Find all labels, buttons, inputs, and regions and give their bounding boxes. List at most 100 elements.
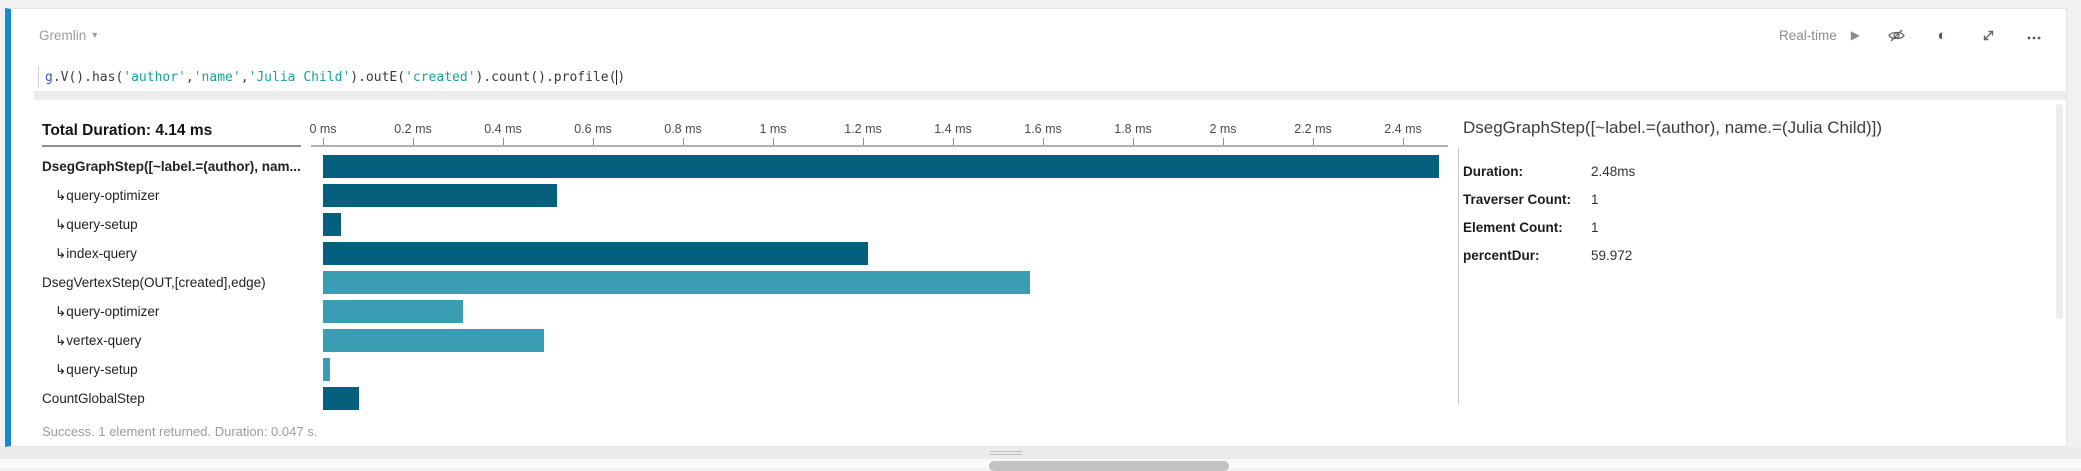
axis-tick-mark bbox=[683, 138, 684, 145]
step-label[interactable]: DsegGraphStep([~label.=(author), nam... bbox=[42, 159, 301, 174]
bar-row bbox=[311, 355, 1448, 384]
step-detail-fields: Duration: 2.48ms Traverser Count: 1 Element … bbox=[1463, 157, 2053, 269]
chevron-down-icon: ▾ bbox=[92, 29, 98, 41]
axis-tick-mark bbox=[323, 138, 324, 145]
axis-tick-label: 0.2 ms bbox=[394, 122, 432, 136]
detail-field-value: 1 bbox=[1591, 191, 1599, 207]
cell-header: Gremlin ▾ Real-time ▶ ◐ bbox=[39, 21, 2044, 49]
total-duration-label: Total Duration: 4.14 ms bbox=[42, 114, 301, 147]
duration-bar[interactable] bbox=[323, 329, 544, 352]
text-caret bbox=[616, 69, 618, 85]
detail-field-row: percentDur: 59.972 bbox=[1463, 241, 2053, 269]
code-token: g bbox=[45, 69, 53, 85]
status-message: Success. 1 element returned. Duration: 0… bbox=[42, 424, 318, 439]
language-dropdown-label: Gremlin bbox=[39, 27, 87, 43]
contrast-icon[interactable]: ◐ bbox=[1937, 26, 1947, 44]
cell-resize-strip[interactable] bbox=[0, 447, 2081, 459]
duration-bar[interactable] bbox=[323, 242, 868, 265]
code-token: .V().has( bbox=[52, 69, 124, 85]
axis-tick-label: 2 ms bbox=[1209, 122, 1237, 136]
play-icon[interactable]: ▶ bbox=[1850, 28, 1860, 42]
axis-tick-mark bbox=[1223, 138, 1224, 145]
detail-field-row: Element Count: 1 bbox=[1463, 213, 2053, 241]
hide-results-icon[interactable] bbox=[1886, 25, 1906, 45]
step-label[interactable]: ↳index-query bbox=[55, 246, 137, 261]
bar-row bbox=[311, 239, 1448, 268]
axis-tick-mark bbox=[1313, 138, 1314, 145]
code-token: , bbox=[240, 69, 249, 85]
code-token: 'created' bbox=[405, 69, 476, 85]
duration-bar[interactable] bbox=[323, 184, 557, 207]
axis-tick-label: 1.4 ms bbox=[934, 122, 972, 136]
detail-field-value: 2.48ms bbox=[1591, 163, 1636, 179]
cell-controls: Real-time ▶ ◐ bbox=[1779, 25, 2044, 45]
detail-field-row: Duration: 2.48ms bbox=[1463, 157, 2053, 185]
bar-row bbox=[311, 210, 1448, 239]
detail-field-label: Traverser Count: bbox=[1463, 191, 1572, 207]
time-axis: 0 ms 0.2 ms 0.4 ms 0.6 ms 0.8 ms 1 ms 1.2 ms 1.… bbox=[309, 114, 1448, 147]
expand-icon[interactable] bbox=[1978, 25, 1998, 45]
axis-tick-label: 0.8 ms bbox=[664, 122, 702, 136]
run-mode-control: Real-time ▶ bbox=[1779, 28, 1860, 43]
step-label[interactable]: ↳query-optimizer bbox=[55, 188, 160, 203]
detail-field-label: percentDur: bbox=[1463, 247, 1540, 263]
more-options-icon[interactable] bbox=[2024, 25, 2044, 45]
code-token: ).outE( bbox=[350, 69, 406, 85]
step-label[interactable]: CountGlobalStep bbox=[42, 391, 145, 406]
query-editor-line[interactable]: g .V().has('author','name', 'Julia Child')… bbox=[38, 66, 625, 88]
step-label[interactable]: ↳query-setup bbox=[55, 217, 138, 232]
bar-row bbox=[311, 384, 1448, 413]
panel-divider bbox=[1458, 147, 1459, 405]
duration-bar[interactable] bbox=[323, 358, 330, 381]
step-label[interactable]: ↳vertex-query bbox=[55, 333, 142, 348]
axis-tick-label: 2.4 ms bbox=[1384, 122, 1422, 136]
code-token: ).count().profile( bbox=[475, 69, 617, 85]
axis-tick-mark bbox=[1043, 138, 1044, 145]
step-label[interactable]: DsegVertexStep(OUT,[created],edge) bbox=[42, 275, 266, 290]
code-token: 'Julia Child' bbox=[248, 69, 351, 85]
bar-row bbox=[311, 152, 1448, 181]
step-labels-column: Total Duration: 4.14 ms DsegGraphStep([~… bbox=[11, 114, 311, 413]
axis-tick-label: 1 ms bbox=[759, 122, 787, 136]
detail-field-value: 59.972 bbox=[1591, 247, 1633, 263]
bar-row bbox=[311, 181, 1448, 210]
axis-tick-label: 2.2 ms bbox=[1294, 122, 1332, 136]
horizontal-scrollbar-thumb[interactable] bbox=[989, 461, 1229, 471]
detail-field-label: Element Count: bbox=[1463, 219, 1563, 235]
duration-bar[interactable] bbox=[323, 300, 463, 323]
duration-bar[interactable] bbox=[323, 387, 359, 410]
run-mode-label: Real-time bbox=[1779, 27, 1837, 43]
step-label[interactable]: ↳query-setup bbox=[55, 362, 138, 377]
editor-scrollbar-track[interactable] bbox=[34, 91, 2066, 100]
axis-tick-mark bbox=[773, 138, 774, 145]
duration-bar[interactable] bbox=[323, 271, 1030, 294]
axis-tick-mark bbox=[503, 138, 504, 145]
axis-tick-label: 0.4 ms bbox=[484, 122, 522, 136]
axis-tick-mark bbox=[863, 138, 864, 145]
resize-handle-icon[interactable] bbox=[990, 451, 1022, 457]
duration-bar[interactable] bbox=[323, 213, 341, 236]
axis-tick-label: 0.6 ms bbox=[574, 122, 612, 136]
panel-scrollbar[interactable] bbox=[2056, 104, 2063, 319]
language-dropdown[interactable]: Gremlin ▾ bbox=[39, 28, 97, 43]
step-label[interactable]: ↳query-optimizer bbox=[55, 304, 160, 319]
axis-tick-mark bbox=[953, 138, 954, 145]
axis-tick-mark bbox=[1403, 138, 1404, 145]
duration-bar[interactable] bbox=[323, 155, 1439, 178]
axis-tick-mark bbox=[1133, 138, 1134, 145]
axis-tick-label: 0 ms bbox=[309, 122, 337, 136]
code-token: 'author' bbox=[123, 69, 186, 85]
bar-row bbox=[311, 268, 1448, 297]
detail-field-label: Duration: bbox=[1463, 163, 1523, 179]
code-token: 'name' bbox=[193, 69, 241, 85]
axis-tick-label: 1.2 ms bbox=[844, 122, 882, 136]
code-token: ) bbox=[617, 69, 626, 85]
step-label-list: DsegGraphStep([~label.=(author), nam... ↳… bbox=[11, 152, 311, 413]
detail-field-row: Traverser Count: 1 bbox=[1463, 185, 2053, 213]
bar-row bbox=[311, 326, 1448, 355]
step-detail-title: DsegGraphStep([~label.=(author), name.=(… bbox=[1463, 118, 1883, 137]
detail-field-value: 1 bbox=[1591, 219, 1599, 235]
bar-row bbox=[311, 297, 1448, 326]
code-token: , bbox=[185, 69, 194, 85]
step-detail-panel: DsegGraphStep([~label.=(author), name.=(… bbox=[1463, 114, 2053, 269]
